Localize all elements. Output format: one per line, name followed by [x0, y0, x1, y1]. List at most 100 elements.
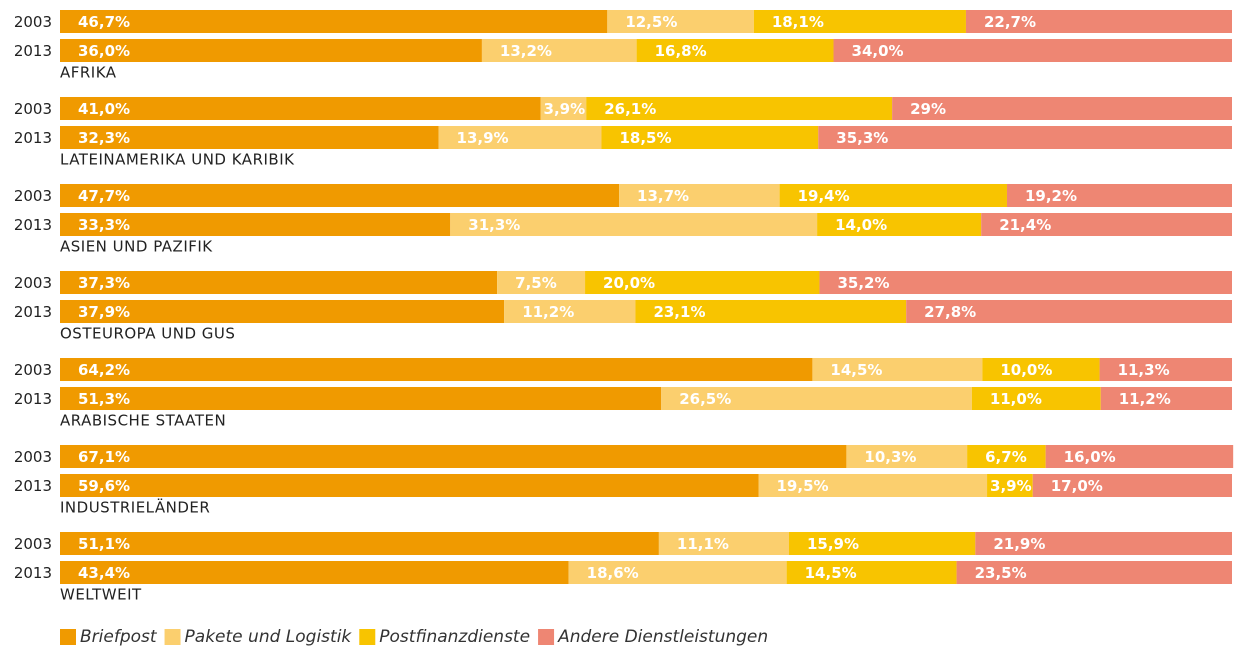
bar-segment [60, 358, 813, 381]
year-label: 2013 [14, 216, 52, 234]
year-label: 2013 [14, 477, 52, 495]
bar-segment [1099, 358, 1232, 381]
data-label: 47,7% [78, 187, 130, 205]
bar-segment [60, 300, 505, 323]
data-label: 37,9% [78, 303, 130, 321]
year-label: 2003 [14, 100, 52, 118]
bar-segment [60, 126, 439, 149]
data-label: 10,3% [864, 448, 916, 466]
bar-segment [438, 126, 602, 149]
bar-segment [906, 300, 1232, 323]
year-label: 2003 [14, 535, 52, 553]
bar-segment [60, 532, 659, 555]
year-label: 2003 [14, 187, 52, 205]
bar-segment [812, 358, 983, 381]
bar-segment [568, 561, 787, 584]
bar-segment [635, 300, 907, 323]
bar-segment [601, 126, 819, 149]
legend-swatch [60, 629, 76, 645]
bar-segment [786, 561, 957, 584]
year-label: 2013 [14, 42, 52, 60]
data-label: 16,0% [1064, 448, 1116, 466]
data-label: 19,2% [1025, 187, 1077, 205]
data-label: 7,5% [515, 274, 557, 292]
data-label: 43,4% [78, 564, 130, 582]
data-label: 35,2% [837, 274, 889, 292]
bar-segment [753, 10, 966, 33]
data-label: 23,1% [653, 303, 705, 321]
bar-segment [60, 474, 759, 497]
group-label: ARABISCHE STAATEN [60, 412, 226, 430]
bar-segment [1006, 184, 1232, 207]
data-label: 14,5% [805, 564, 857, 582]
group-label: INDUSTRIELÄNDER [60, 498, 210, 517]
bar-segment [585, 271, 820, 294]
bar-segment [450, 213, 818, 236]
data-label: 20,0% [603, 274, 655, 292]
data-label: 36,0% [78, 42, 130, 60]
bar-segment [60, 561, 569, 584]
bar-segment [504, 300, 636, 323]
data-label: 35,3% [836, 129, 888, 147]
data-label: 13,7% [637, 187, 689, 205]
data-label: 37,3% [78, 274, 130, 292]
bar-segment [607, 10, 754, 33]
bar-segment [981, 213, 1232, 236]
data-label: 11,0% [990, 390, 1042, 408]
data-label: 14,5% [830, 361, 882, 379]
bar-segment [60, 10, 608, 33]
bar-segment [975, 532, 1232, 555]
data-label: 3,9% [990, 477, 1032, 495]
data-label: 17,0% [1051, 477, 1103, 495]
data-label: 19,5% [777, 477, 829, 495]
year-label: 2003 [14, 448, 52, 466]
year-label: 2013 [14, 564, 52, 582]
bar-segment [987, 474, 1033, 497]
bar-segment [60, 271, 498, 294]
year-label: 2013 [14, 303, 52, 321]
bar-segment [60, 445, 847, 468]
data-label: 16,8% [655, 42, 707, 60]
data-label: 23,5% [975, 564, 1027, 582]
bar-segment [817, 213, 982, 236]
bar-segment [60, 213, 451, 236]
data-label: 18,1% [772, 13, 824, 31]
group-label: LATEINAMERIKA UND KARIBIK [60, 151, 295, 169]
legend-label: Andere Dienstleistungen [557, 627, 768, 647]
data-label: 15,9% [807, 535, 859, 553]
bar-segment [788, 532, 976, 555]
bar-segment [1032, 474, 1232, 497]
data-label: 51,1% [78, 535, 130, 553]
legend-label: Postfinanzdienste [379, 627, 530, 647]
data-label: 6,7% [985, 448, 1027, 466]
data-label: 21,9% [993, 535, 1045, 553]
data-label: 11,2% [522, 303, 574, 321]
legend-label: Pakete und Logistik [185, 627, 353, 647]
year-label: 2003 [14, 274, 52, 292]
legend-label: Briefpost [80, 627, 158, 647]
bar-segment [497, 271, 586, 294]
legend-swatch [359, 629, 376, 645]
year-label: 2013 [14, 129, 52, 147]
bar-segment [540, 97, 587, 120]
data-label: 59,6% [78, 477, 130, 495]
bar-segment [818, 126, 1232, 149]
data-label: 32,3% [78, 129, 130, 147]
bar-segment [892, 97, 1232, 120]
bar-segment [60, 184, 620, 207]
data-label: 19,4% [798, 187, 850, 205]
year-label: 2013 [14, 390, 52, 408]
legend-swatch [538, 629, 555, 645]
data-label: 67,1% [78, 448, 130, 466]
bar-segment [619, 184, 780, 207]
bar-segment [60, 97, 541, 120]
bar-segment [658, 532, 789, 555]
bar-segment [967, 445, 1046, 468]
group-label: AFRIKA [60, 64, 117, 82]
data-label: 27,8% [924, 303, 976, 321]
bar-segment [833, 39, 1232, 62]
data-label: 3,9% [544, 100, 586, 118]
data-label: 11,3% [1118, 361, 1170, 379]
data-label: 41,0% [78, 100, 130, 118]
